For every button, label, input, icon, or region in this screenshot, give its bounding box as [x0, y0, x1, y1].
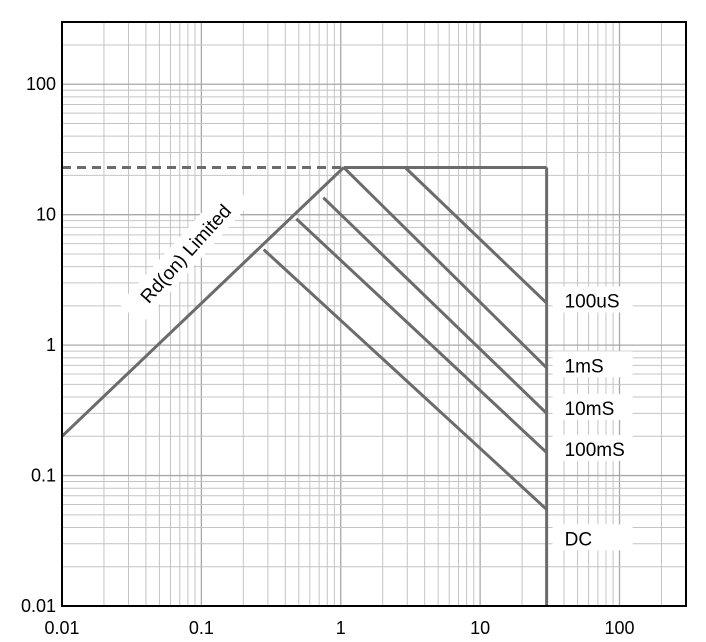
y-tick-label: 0.1: [31, 466, 56, 486]
limit-lines: [60, 165, 549, 606]
y-tick-label: 100: [26, 74, 56, 94]
series-label-background: [552, 393, 633, 420]
series-label-dc: DC: [565, 529, 592, 550]
x-tick-label: 0.1: [189, 618, 214, 638]
series-label-background: [552, 434, 633, 461]
series-line-dc: [262, 248, 548, 511]
x-tick-label: 100: [604, 618, 634, 638]
series-line-100us: [404, 166, 548, 305]
series-lines: [262, 166, 548, 511]
series-label-100us: 100uS: [565, 291, 620, 312]
x-tick-label: 0.01: [44, 618, 79, 638]
series-labels: 100uS 1mS 10mS 100mS DC: [552, 286, 633, 551]
series-line-1ms: [342, 166, 548, 369]
y-tick-label: 0.01: [21, 596, 56, 616]
series-label-100ms: 100mS: [565, 440, 625, 461]
series-line-10ms: [322, 196, 548, 415]
series-label-1ms: 1mS: [565, 356, 604, 377]
x-tick-label: 10: [470, 618, 490, 638]
series-label-background: [552, 286, 633, 313]
x-axis-ticks: 0.01 0.1 1 10 100: [44, 618, 634, 638]
rdson-limit-line: [60, 166, 345, 438]
series-label-background: [552, 351, 633, 378]
series-label-background: [552, 524, 633, 551]
annotation-background: [119, 182, 252, 325]
x-tick-label: 1: [336, 618, 346, 638]
y-axis-ticks: 0.01 0.1 1 10 100: [21, 74, 56, 616]
y-tick-label: 1: [46, 335, 56, 355]
series-line-100ms: [295, 217, 548, 454]
series-label-10ms: 10mS: [565, 399, 615, 420]
y-tick-label: 10: [36, 205, 56, 225]
plot-frame: [61, 21, 687, 607]
